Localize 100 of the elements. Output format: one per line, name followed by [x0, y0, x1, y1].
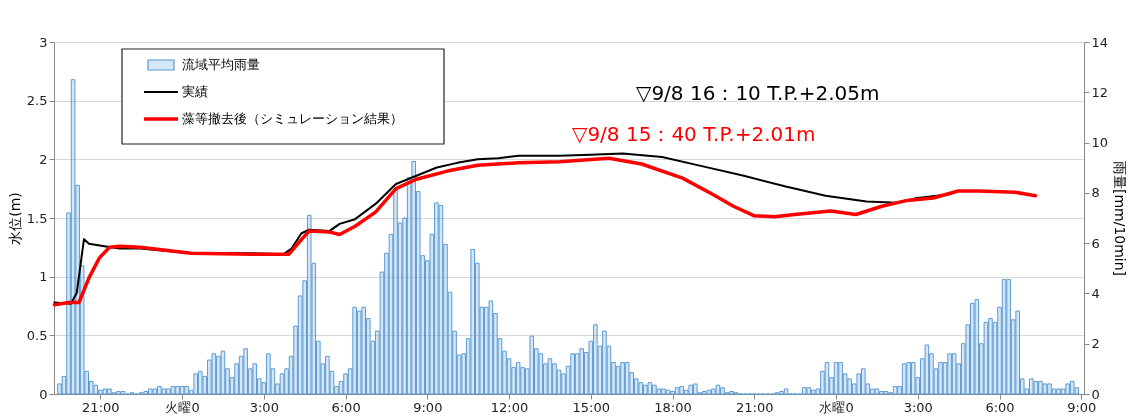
- bar: [225, 368, 230, 395]
- bar: [715, 384, 721, 395]
- bar: [801, 387, 807, 395]
- bar: [688, 384, 694, 395]
- bar: [234, 363, 239, 395]
- bar: [870, 388, 875, 395]
- bar: [207, 359, 212, 395]
- bar: [842, 373, 848, 395]
- bar: [674, 387, 680, 395]
- bar: [429, 233, 435, 395]
- bar: [1065, 383, 1070, 395]
- bar: [116, 390, 121, 395]
- y2-tick-label: 8: [1091, 185, 1100, 201]
- annotation: ▽9/8 15：40 T.P.+2.01m: [572, 122, 816, 146]
- x-tick-label: 21:00: [736, 399, 774, 415]
- bar: [665, 389, 671, 395]
- bar: [306, 214, 312, 395]
- bar: [924, 344, 930, 395]
- y2-tick-label: 0: [1091, 386, 1100, 402]
- bar: [906, 362, 911, 395]
- y-axis-title: 水位(m): [6, 192, 23, 245]
- bar: [57, 383, 62, 395]
- bar: [974, 299, 980, 395]
- bar: [683, 389, 689, 395]
- bar: [656, 388, 662, 395]
- bar: [197, 370, 203, 395]
- x-tick-label: 6:00: [985, 399, 1015, 415]
- bar: [184, 385, 189, 395]
- bar: [329, 370, 335, 395]
- x-tick-label: 15:00: [572, 399, 611, 415]
- bar: [1029, 378, 1034, 395]
- bar: [570, 353, 575, 395]
- bar: [860, 368, 866, 395]
- bar: [120, 390, 126, 395]
- y2-tick-label: 12: [1091, 84, 1109, 100]
- bar: [611, 362, 616, 395]
- bar: [175, 385, 180, 395]
- legend-label: 実績: [182, 84, 208, 99]
- x-tick-label: 21:00: [82, 399, 120, 415]
- bar: [783, 388, 789, 395]
- bar: [379, 271, 385, 395]
- bar: [461, 353, 466, 395]
- bar: [874, 388, 880, 395]
- bar: [438, 204, 444, 395]
- bar: [811, 389, 816, 395]
- bar: [93, 384, 99, 395]
- bar: [629, 372, 634, 395]
- bar: [352, 306, 357, 395]
- bar: [661, 388, 666, 395]
- bar: [652, 384, 657, 395]
- bar: [161, 388, 167, 395]
- bar: [1060, 388, 1066, 395]
- x-tick-label: 火曜0: [165, 399, 200, 415]
- bar: [538, 353, 544, 395]
- bar: [897, 385, 902, 395]
- bar: [1056, 388, 1061, 395]
- y-tick-label: 2: [39, 151, 48, 167]
- bar: [302, 280, 307, 395]
- bar: [593, 324, 598, 395]
- bar: [588, 340, 594, 395]
- bar: [384, 252, 389, 395]
- y2-tick-label: 6: [1091, 235, 1100, 251]
- y-tick-label: 1: [39, 269, 48, 285]
- bar: [402, 217, 407, 395]
- bar: [933, 368, 939, 395]
- bar: [147, 388, 153, 395]
- bar: [806, 387, 812, 395]
- bar: [325, 355, 330, 395]
- x-tick-label: 18:00: [654, 399, 692, 415]
- bar: [865, 383, 871, 395]
- bar: [202, 375, 208, 395]
- bar: [692, 383, 698, 395]
- bar: [838, 362, 843, 395]
- bar: [851, 383, 857, 395]
- bar: [534, 348, 539, 395]
- bar: [98, 389, 103, 395]
- y-tick-label: 0.5: [26, 327, 48, 343]
- bar: [938, 362, 943, 395]
- bar: [188, 389, 194, 395]
- bar: [679, 385, 684, 395]
- bar: [88, 380, 94, 395]
- bar: [988, 318, 993, 395]
- bar: [166, 388, 171, 395]
- bar: [552, 363, 557, 395]
- bar: [343, 373, 348, 395]
- x-tick-label: 3:00: [903, 399, 933, 415]
- bar: [847, 378, 852, 395]
- bar: [520, 367, 525, 395]
- bar: [66, 212, 71, 395]
- bar: [547, 358, 553, 395]
- bar: [252, 363, 258, 395]
- bar: [261, 382, 267, 395]
- bar: [275, 383, 280, 395]
- bar: [956, 363, 961, 395]
- bar: [624, 362, 630, 395]
- y2-tick-label: 2: [1091, 336, 1100, 352]
- bar: [1015, 310, 1020, 395]
- y2-tick-label: 14: [1091, 34, 1109, 50]
- bar: [393, 188, 398, 395]
- bar: [947, 353, 952, 395]
